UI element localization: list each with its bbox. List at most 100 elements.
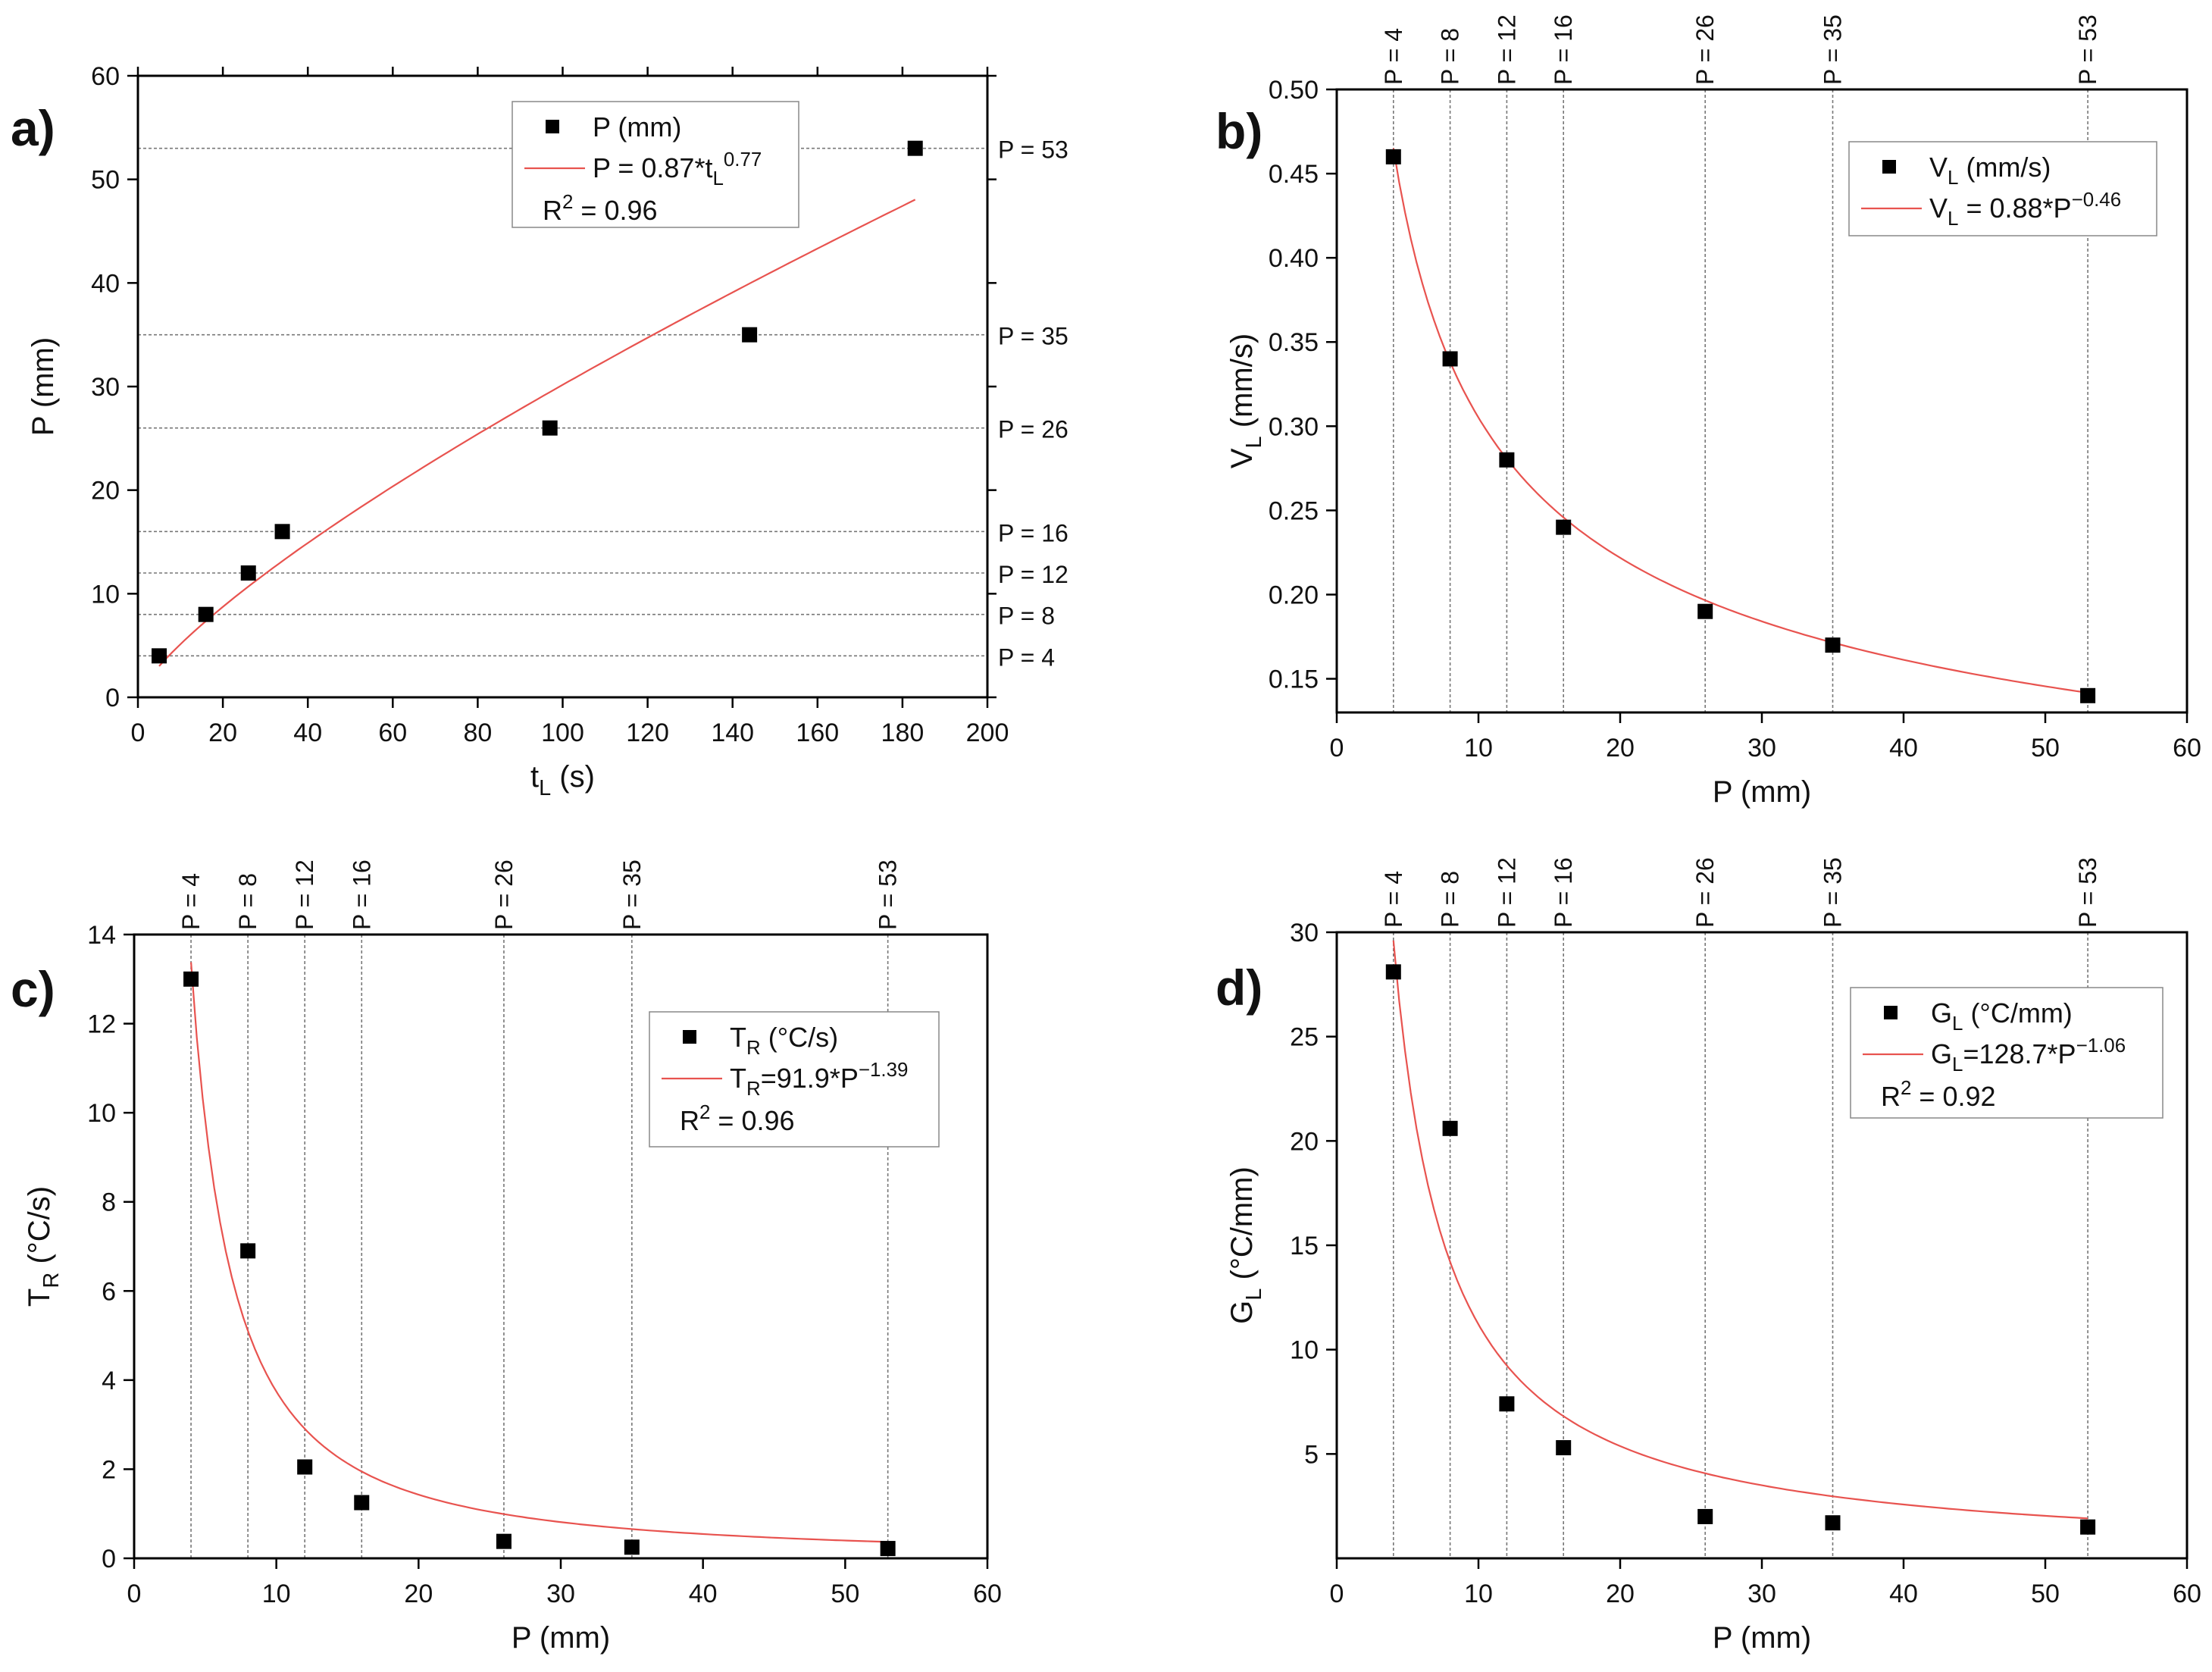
- data-point: [1499, 1396, 1515, 1412]
- data-point: [183, 971, 199, 987]
- data-point: [240, 565, 256, 581]
- chart-panel-2: b) P = 4 P = 8 P = 12 P = 16 P = 26 P = 35 P = …: [1216, 14, 2201, 809]
- legend-fit-label-part-2: =91.9*P: [761, 1063, 859, 1094]
- legend-box: [1848, 141, 2157, 236]
- panel-label: b): [1216, 103, 1262, 159]
- legend-box: [1850, 987, 2164, 1119]
- legend-r2-label-part-0: R: [680, 1105, 699, 1136]
- y-tick-label: 0: [102, 1545, 116, 1573]
- x-tick-label: 60: [2173, 734, 2201, 762]
- legend-fit-label-part-1: L: [712, 168, 723, 189]
- y-tick-label: 30: [91, 373, 120, 402]
- x-axis-label: P (mm): [1713, 1621, 1811, 1655]
- data-point: [1556, 519, 1572, 535]
- y-tick-label: 14: [87, 921, 116, 950]
- x-tick-label: 40: [293, 719, 322, 747]
- chart-panel-4: d) P = 4 P = 8 P = 12 P = 16 P = 26 P = 35 P = …: [1216, 857, 2201, 1655]
- y-tick-label: 2: [102, 1455, 116, 1484]
- guide-label: P = 16: [1550, 857, 1577, 928]
- legend-marker-symbol: [546, 120, 559, 133]
- x-tick-label: 160: [796, 719, 839, 747]
- legend-r2-label-part-2: = 0.96: [710, 1105, 794, 1136]
- y-tick-label: 25: [1290, 1023, 1319, 1052]
- x-tick-label: 10: [1464, 734, 1493, 762]
- guide-label: P = 8: [1437, 28, 1464, 85]
- guide-label: P = 12: [998, 561, 1068, 588]
- x-tick-label: 50: [2031, 734, 2060, 762]
- y-axis-label-part-2: (mm/s): [1225, 333, 1259, 437]
- y-axis-label-part-1: R: [39, 1273, 64, 1288]
- data-point: [496, 1533, 512, 1549]
- data-point: [542, 420, 558, 436]
- x-tick-label: 30: [1747, 1580, 1776, 1608]
- x-axis-label-part-2: (s): [551, 760, 595, 794]
- legend-fit-label-part-1: R: [746, 1079, 761, 1100]
- y-tick-label: 20: [1290, 1127, 1319, 1156]
- legend-r2-label-part-0: R: [543, 195, 562, 226]
- data-point: [240, 1243, 256, 1259]
- x-tick-label: 200: [966, 719, 1009, 747]
- y-axis-label-part-2: (°C/mm): [1225, 1166, 1259, 1288]
- legend-r2-label: R2 = 0.92: [1881, 1078, 1996, 1112]
- y-tick-label: 0.20: [1269, 581, 1319, 609]
- legend-marker-symbol: [1882, 160, 1896, 174]
- guide-label: P = 8: [998, 603, 1055, 630]
- legend-fit-label-part-2: 0.77: [724, 149, 762, 171]
- legend-marker-label: VL (mm/s): [1929, 152, 2051, 189]
- fit-curve: [1392, 940, 2088, 1520]
- x-tick-label: 60: [2173, 1580, 2201, 1608]
- data-point: [1556, 1440, 1572, 1456]
- y-axis-label-part-0: G: [1225, 1301, 1259, 1324]
- y-axis-label: TR (°C/s): [23, 1186, 64, 1307]
- guide-label: P = 53: [2074, 14, 2101, 85]
- guide-label: P = 12: [1493, 14, 1520, 85]
- guide-label: P = 8: [234, 873, 261, 930]
- legend-fit-label: P = 0.87*tL0.77: [593, 149, 762, 189]
- legend-r2-label-part-0: R: [1881, 1081, 1901, 1112]
- legend-marker-label-part-2: (mm/s): [1958, 152, 2051, 183]
- data-point: [2080, 1519, 2096, 1535]
- guide-label: P = 8: [1437, 871, 1464, 928]
- data-point: [1385, 149, 1401, 164]
- y-tick-label: 0.25: [1269, 496, 1319, 525]
- guide-label: P = 26: [1691, 857, 1719, 928]
- guide-label: P = 16: [1550, 14, 1577, 85]
- x-tick-label: 40: [689, 1580, 718, 1608]
- y-tick-label: 0.15: [1269, 665, 1319, 694]
- x-tick-label: 30: [546, 1580, 575, 1608]
- y-tick-label: 10: [87, 1099, 116, 1128]
- y-tick-label: 30: [1290, 919, 1319, 947]
- y-tick-label: 15: [1290, 1232, 1319, 1260]
- y-tick-label: 6: [102, 1277, 116, 1306]
- data-point: [1825, 637, 1841, 653]
- data-point: [2080, 687, 2096, 703]
- y-tick-label: 60: [91, 62, 120, 91]
- x-axis-label: tL (s): [530, 760, 595, 800]
- chart-panel-1: a) P = 4 P = 8 P = 12 P = 16 P = 26 P = 35 P = …: [11, 62, 1068, 800]
- y-axis-label: VL (mm/s): [1225, 333, 1266, 468]
- data-point: [1499, 452, 1515, 468]
- fit-curve: [158, 199, 916, 667]
- legend-fit-label-part-3: −1.39: [859, 1060, 909, 1081]
- x-tick-label: 100: [541, 719, 584, 747]
- x-axis-label-part-0: P (mm): [1713, 775, 1811, 809]
- legend-marker-label-part-2: (°C/s): [761, 1022, 838, 1053]
- legend-marker-label: TR (°C/s): [730, 1022, 838, 1059]
- legend-fit-label: VL = 0.88*P−0.46: [1929, 189, 2121, 230]
- guide-label: P = 12: [1493, 857, 1520, 928]
- x-axis-label-part-0: t: [530, 760, 539, 794]
- guide-label: P = 16: [998, 519, 1068, 546]
- chart-panel-3: c) P = 4 P = 8 P = 12 P = 16 P = 26 P = 35 P = …: [11, 859, 1002, 1655]
- y-tick-label: 50: [91, 166, 120, 195]
- legend-fit-label-part-0: P = 0.87*t: [593, 152, 712, 183]
- x-tick-label: 40: [1889, 1580, 1918, 1608]
- data-point: [1697, 1508, 1713, 1524]
- x-tick-label: 10: [262, 1580, 291, 1608]
- legend-marker-label-part-1: L: [1948, 168, 1958, 189]
- y-tick-label: 0.40: [1269, 244, 1319, 273]
- data-point: [274, 524, 290, 540]
- x-axis-label-part-0: P (mm): [512, 1621, 610, 1655]
- y-axis-label-part-1: L: [1242, 1288, 1266, 1301]
- guide-label: P = 12: [291, 859, 318, 930]
